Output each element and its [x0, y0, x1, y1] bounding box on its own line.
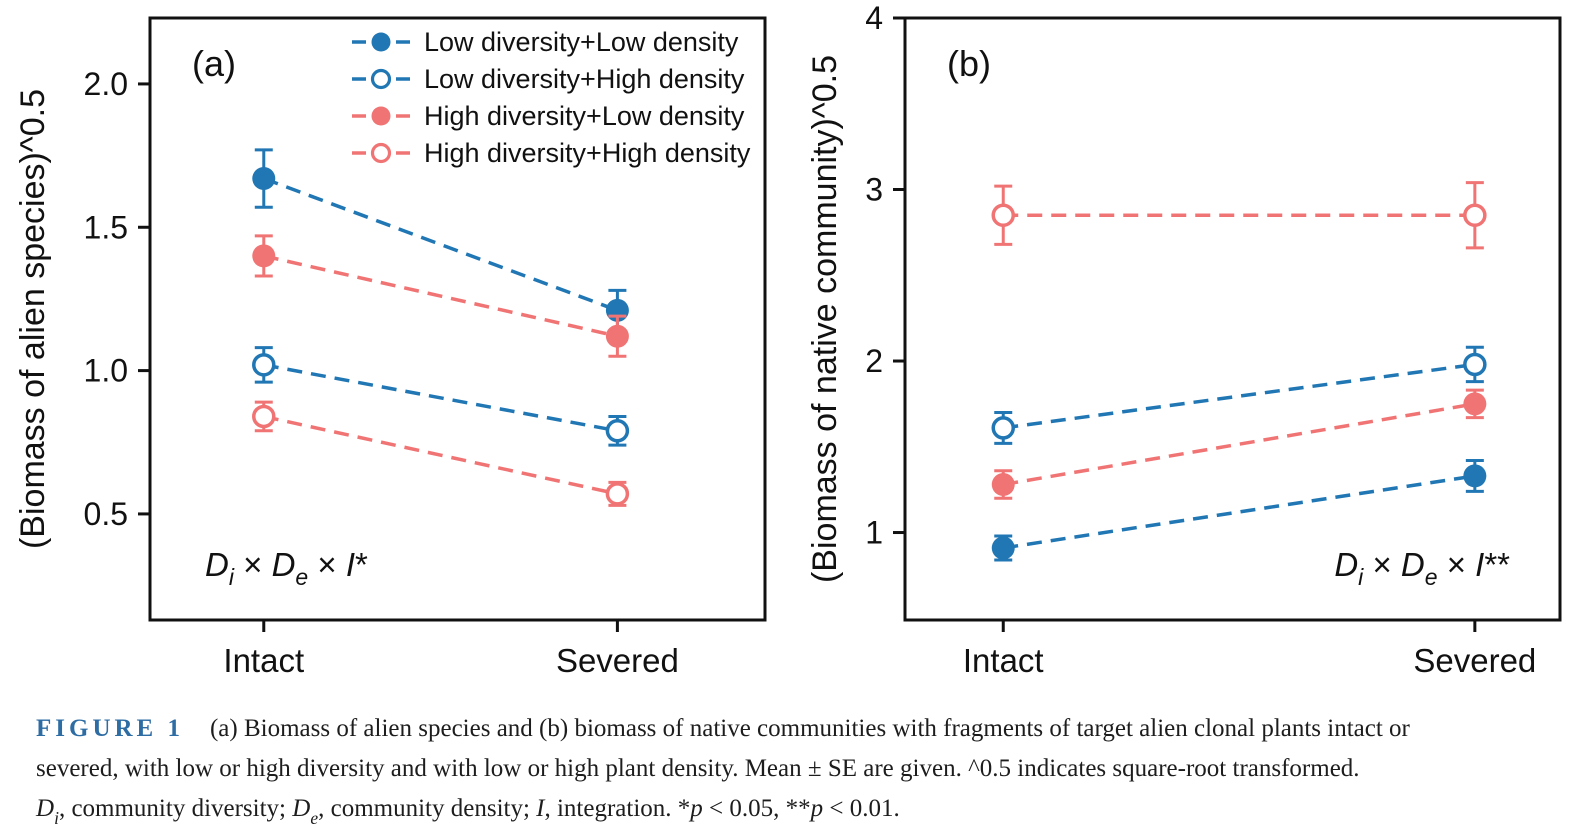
x-category-label: Severed	[1413, 642, 1536, 679]
caption-text: p	[690, 795, 703, 822]
data-point-marker	[605, 482, 630, 506]
y-axis-title-a: (Biomass of alien species)^0.5	[14, 89, 52, 549]
legend-marker-icon	[371, 106, 391, 126]
caption-text: (a) Biomass of alien species and (b) bio…	[209, 715, 1410, 742]
annotation-segment: D	[272, 546, 296, 583]
data-point-marker	[252, 353, 276, 377]
legend-item: Low diversity+High density	[352, 64, 745, 94]
annotation-segment: I	[1475, 546, 1484, 583]
legend-label: Low diversity+High density	[424, 64, 745, 94]
y-axis-title-b: (Biomass of native community)^0.5	[806, 55, 844, 583]
legend-item: High diversity+Low density	[352, 101, 745, 131]
data-point-marker	[1463, 464, 1487, 488]
data-point-marker	[991, 473, 1015, 497]
caption-text: severed, with low or high diversity and …	[36, 755, 1360, 782]
series-line	[1002, 402, 1476, 487]
y-tick-label: 1	[865, 515, 883, 551]
annotation-segment: e	[295, 564, 308, 590]
annotation-segment: ×	[234, 546, 272, 583]
data-point-marker	[252, 244, 276, 268]
series-line	[263, 363, 618, 433]
data-point-marker	[1463, 352, 1487, 377]
data-point-marker	[252, 167, 276, 191]
y-tick-label: 2	[865, 343, 883, 379]
annotation-segment: D	[205, 546, 229, 583]
y-tick-label: 4	[865, 0, 883, 36]
series-line	[263, 176, 619, 313]
x-category-label: Intact	[963, 642, 1044, 679]
annotation-segment: ×	[1363, 546, 1401, 583]
legend-label: Low diversity+Low density	[424, 27, 739, 57]
series-line	[1003, 362, 1476, 430]
annotation-segment: D	[1334, 546, 1358, 583]
annotation-segment: i	[229, 564, 235, 590]
data-point-marker	[1463, 203, 1487, 227]
figure-number-label: FIGURE 1	[36, 715, 184, 742]
caption-text: e	[310, 808, 319, 828]
plot-frame	[903, 16, 1562, 622]
caption-text: < 0.01.	[823, 795, 900, 822]
caption-text: , community density;	[318, 795, 537, 822]
caption-line: Di, community diversity; De, community d…	[36, 789, 1592, 838]
caption-line: FIGURE 1 (a) Biomass of alien species and…	[36, 709, 1592, 749]
caption-text: p	[810, 795, 824, 822]
y-tick-label: 3	[865, 172, 883, 208]
x-category-label: Intact	[223, 642, 304, 679]
y-tick-label: 0.5	[84, 496, 128, 532]
series-line	[1002, 474, 1476, 550]
annotation-segment: ×	[308, 546, 346, 583]
data-point-marker	[1463, 392, 1487, 416]
panel-annotation: Di × De × I*	[205, 546, 368, 590]
figure-canvas: (Biomass of alien species)^0.5 (Biomass …	[14, 0, 1562, 679]
annotation-segment: I	[346, 546, 355, 583]
y-tick-label: 2.0	[84, 66, 128, 102]
annotation-segment: ×	[1438, 546, 1476, 583]
caption-text: , integration. *	[544, 795, 691, 822]
panel-b: 1 2 3 4 Intact Severed Di × De × I**	[865, 0, 1562, 679]
caption-text: D	[36, 795, 55, 822]
legend-item: Low diversity+Low density	[352, 27, 739, 57]
legend-item: High diversity+High density	[352, 138, 751, 168]
legend-label: High diversity+Low density	[424, 101, 745, 131]
data-point-marker	[991, 536, 1015, 560]
plot-frame	[148, 16, 767, 622]
panel-a: 0.5 1.0 1.5 2.0 Intact Severed Low diversity+L…	[84, 16, 767, 679]
annotation-segment: D	[1401, 546, 1425, 583]
annotation-segment: e	[1425, 564, 1438, 590]
caption-text: I	[536, 795, 545, 822]
legend: Low diversity+Low density Low diversity+H…	[352, 27, 751, 168]
series-line	[263, 414, 618, 496]
data-point-marker	[991, 203, 1015, 227]
legend-marker-icon	[371, 32, 391, 52]
data-point-marker	[605, 324, 629, 348]
annotation-segment: i	[1358, 564, 1364, 590]
caption-text: < 0.05, **	[702, 795, 811, 822]
panel-annotation: Di × De × I**	[1334, 546, 1510, 590]
y-tick-label: 1.0	[84, 353, 128, 389]
legend-label: High diversity+High density	[424, 138, 751, 168]
caption-text: i	[54, 808, 59, 828]
caption-text: , community diversity;	[58, 795, 293, 822]
caption-line: severed, with low or high diversity and …	[36, 749, 1592, 789]
x-category-label: Severed	[556, 642, 679, 679]
figure-caption: FIGURE 1 (a) Biomass of alien species and…	[36, 709, 1592, 838]
y-tick-label: 1.5	[84, 209, 128, 245]
annotation-segment: *	[355, 546, 368, 583]
panel-label-a: (a)	[192, 43, 236, 84]
series-line	[263, 254, 618, 338]
caption-text: D	[292, 795, 311, 822]
panel-label-b: (b)	[947, 43, 991, 84]
panels-group: 0.5 1.0 1.5 2.0 Intact Severed Low diversity+L…	[84, 0, 1562, 679]
data-point-marker	[605, 419, 630, 443]
data-point-marker	[991, 416, 1015, 440]
legend-marker-icon	[370, 142, 392, 164]
annotation-segment: **	[1484, 546, 1510, 583]
legend-marker-icon	[370, 68, 392, 90]
data-point-marker	[252, 404, 276, 429]
